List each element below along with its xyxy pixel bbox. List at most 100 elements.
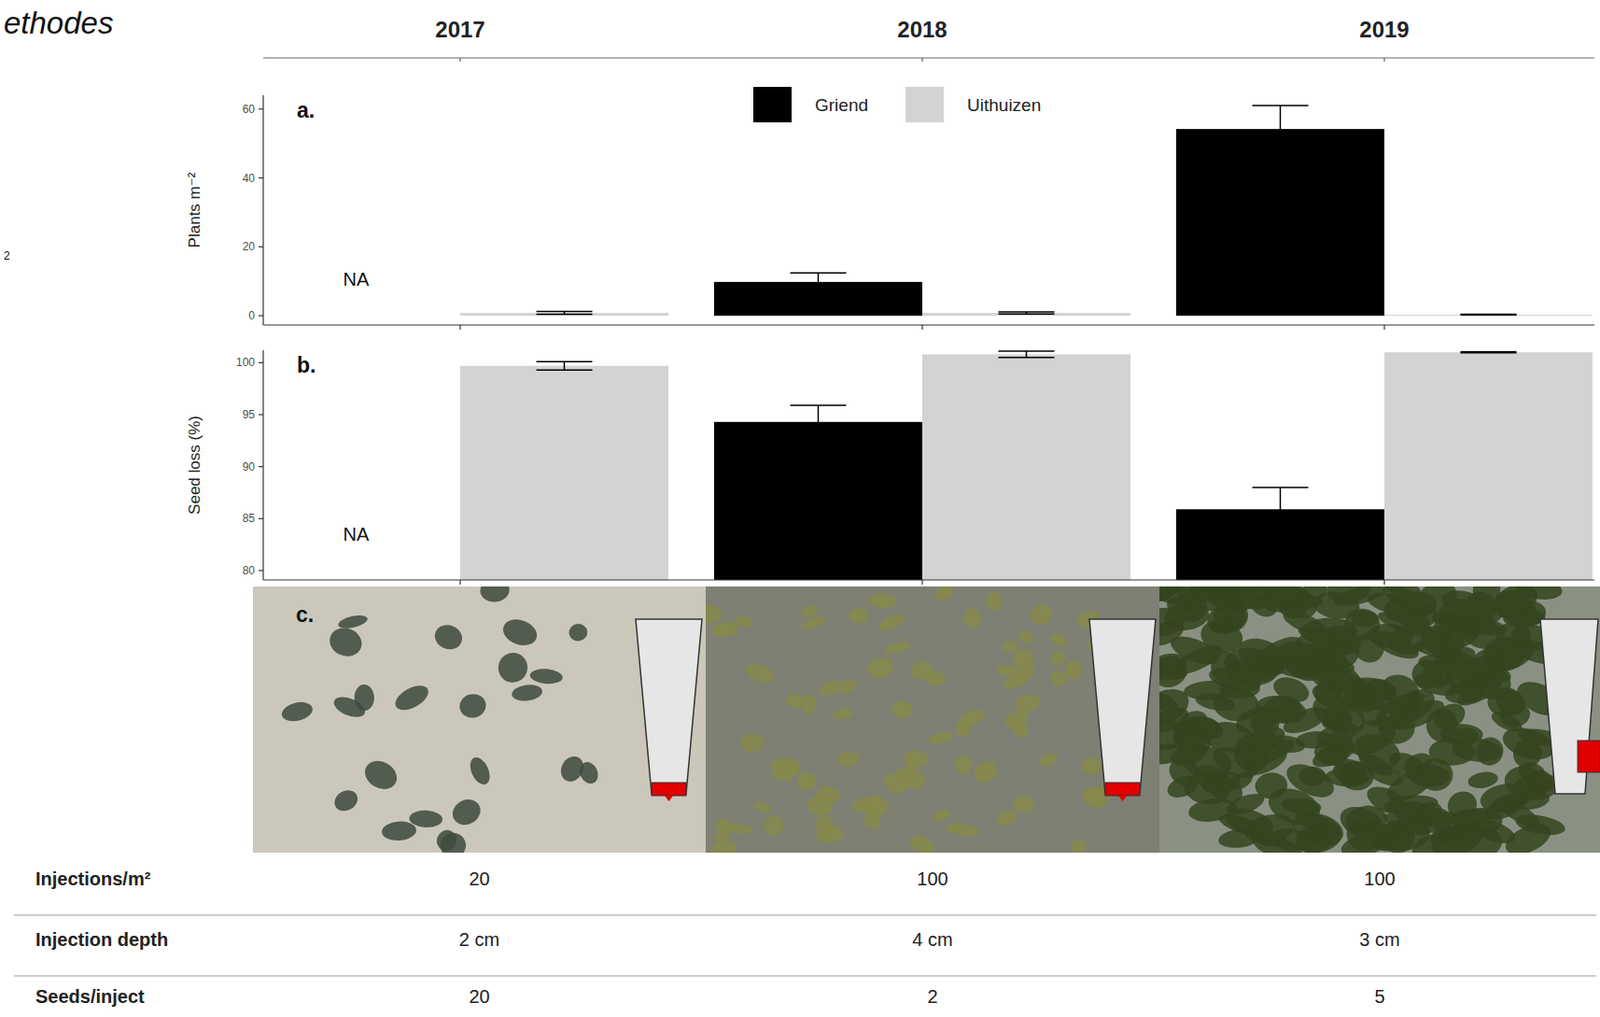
seagrass-patch: [336, 612, 369, 631]
error-cap: [790, 437, 847, 440]
seagrass-patch: [865, 655, 896, 680]
seagrass-patch: [495, 649, 531, 685]
seagrass-patch: [800, 613, 829, 632]
y-tick: [258, 246, 264, 248]
injector-seed: [1105, 782, 1140, 796]
header-tick: [921, 57, 923, 62]
seagrass-patch: [1008, 715, 1031, 740]
cell: 100: [1363, 868, 1395, 889]
seagrass-patch: [863, 810, 881, 829]
seagrass-patch: [457, 690, 489, 720]
error-stem: [817, 272, 820, 291]
seagrass-patch: [1445, 725, 1480, 748]
seagrass-patch: [1313, 716, 1361, 751]
figure: ethodes2201720182019NA0204060Plants m⁻²a…: [0, 0, 1600, 1017]
seagrass-patch: [814, 814, 835, 837]
seagrass-patch: [1252, 631, 1306, 674]
seagrass-patch: [1080, 757, 1104, 775]
y-tick-label: 95: [242, 407, 256, 422]
seagrass-patch: [963, 606, 983, 630]
error-cap: [1460, 314, 1517, 317]
row-label: Seeds/inject: [35, 985, 145, 1007]
seagrass-patch: [1011, 793, 1036, 814]
y-tick-label: 100: [236, 355, 255, 369]
table-rule: [14, 913, 1597, 915]
seagrass-patch: [510, 682, 544, 702]
seagrass-patch: [1477, 779, 1532, 816]
x-tick: [921, 579, 923, 585]
seagrass-patch: [431, 620, 466, 654]
seagrass-patch: [478, 586, 511, 604]
seagrass-patch: [953, 718, 974, 740]
seagrass-patch: [762, 813, 786, 838]
seagrass-patch: [926, 729, 954, 746]
marks: [460, 105, 1593, 316]
photo-ground: [705, 586, 1160, 853]
seagrass-patch: [710, 618, 741, 639]
error-stem: [817, 405, 820, 439]
seagrass-patch: [1273, 588, 1312, 623]
seagrass-patch: [1064, 659, 1083, 681]
error-stem: [563, 361, 566, 370]
seagrass-patch: [890, 699, 913, 719]
bar: [922, 312, 1131, 316]
legend-swatch: [905, 86, 944, 123]
y-tick-label: 20: [242, 239, 256, 253]
error-cap: [998, 312, 1055, 315]
seagrass-patch: [880, 770, 911, 797]
seagrass-patch: [931, 586, 956, 604]
seagrass-patch: [910, 660, 933, 680]
y-tick: [258, 413, 264, 415]
seagrass-patch: [1381, 808, 1433, 840]
error-cap: [1252, 104, 1309, 107]
seagrass-patch: [1182, 678, 1236, 701]
x-tick: [921, 324, 923, 330]
seagrass-patch: [556, 752, 589, 786]
seagrass-patch: [360, 755, 403, 795]
seagrass-patch: [1512, 586, 1564, 603]
seagrass-patch: [903, 749, 929, 767]
seagrass-patch: [1241, 586, 1278, 601]
legend-label: Uithuizen: [967, 95, 1041, 115]
seagrass-patch: [705, 603, 724, 624]
seagrass-patch: [1211, 596, 1251, 635]
seagrass-patch: [1249, 827, 1289, 850]
table-rule: [14, 974, 1597, 976]
seagrass-patch: [466, 754, 494, 787]
cell: 20: [468, 985, 490, 1007]
error-cap: [790, 404, 847, 407]
error-bar: [1252, 105, 1309, 153]
photo-ground: [252, 586, 706, 853]
seagrass-patch: [280, 699, 315, 724]
row-label: Injections/m²: [35, 868, 152, 889]
injector-seed: [651, 782, 687, 796]
y-tick-label: 85: [242, 511, 256, 525]
y-tick: [258, 108, 264, 110]
y-axis-title: Plants m⁻²: [185, 171, 204, 248]
error-cap: [998, 356, 1055, 359]
seagrass-patch: [800, 603, 820, 618]
seagrass-patch: [876, 610, 907, 634]
seagrass-patch: [448, 794, 485, 830]
error-bar: [1252, 487, 1309, 532]
year-label: 2017: [435, 16, 485, 43]
seagrass-patch: [1410, 658, 1445, 690]
seagrass-patch: [1069, 838, 1087, 853]
seagrass-patch: [1413, 586, 1462, 619]
injector-icon: [635, 618, 702, 794]
seagrass-patch: [1331, 669, 1364, 695]
seagrass-patch: [985, 591, 1003, 613]
error-cap: [1252, 486, 1309, 489]
cell: 2 cm: [459, 928, 500, 950]
error-cap: [1252, 530, 1309, 533]
seagrass-patch: [1498, 700, 1533, 730]
value-label: NA: [343, 523, 370, 545]
photo-panel: c.: [252, 566, 1600, 866]
cell: 2: [926, 985, 938, 1007]
header-tick: [1383, 57, 1385, 62]
bar: [460, 365, 669, 580]
seagrass-patch: [995, 663, 1023, 677]
seagrass-patch: [1048, 631, 1069, 649]
legend-swatch: [753, 86, 792, 123]
seagrass-patch: [1521, 765, 1556, 798]
